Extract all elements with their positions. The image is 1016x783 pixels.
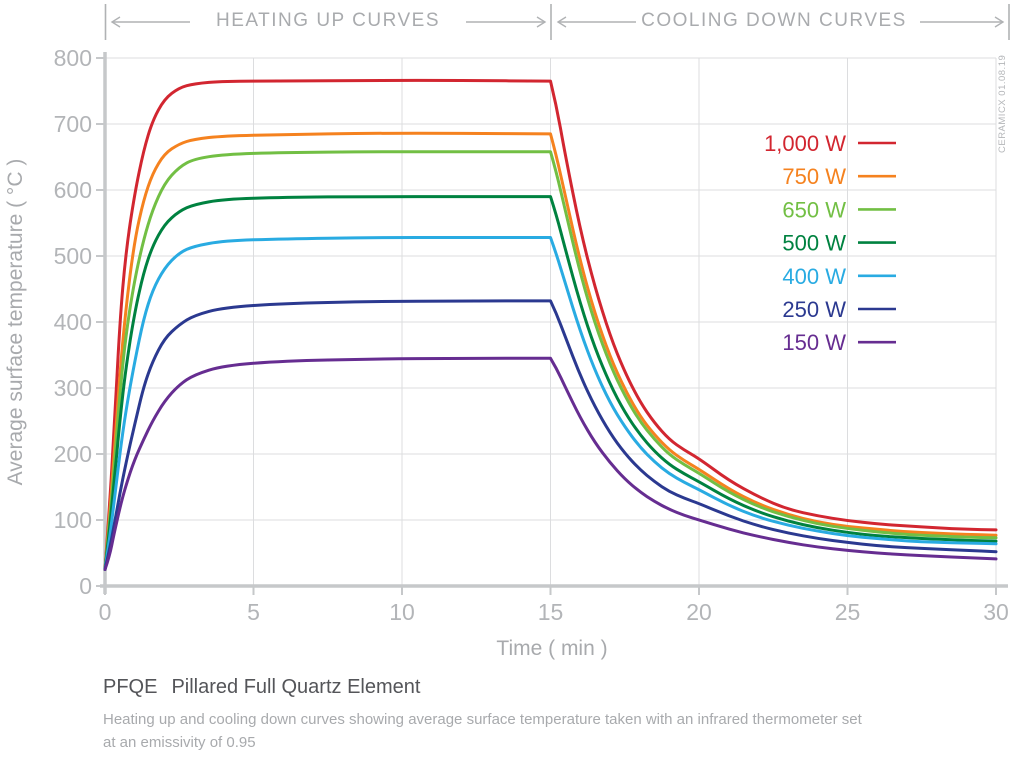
y-tick-label: 600 xyxy=(54,177,92,203)
legend-label-1000w: 1,000 W xyxy=(764,131,846,156)
y-axis-title: Average surface temperature ( °C ) xyxy=(4,158,27,486)
caption-subtitle: Heating up and cooling down curves showi… xyxy=(103,709,983,754)
x-tick-label: 0 xyxy=(99,599,112,625)
section-arrowhead xyxy=(556,16,567,28)
series-curve-400w xyxy=(103,235,998,571)
y-tick-label: 300 xyxy=(54,375,92,401)
y-tick-label: 700 xyxy=(54,111,92,137)
legend-label-750w: 750 W xyxy=(782,164,846,189)
y-tick-label: 800 xyxy=(54,45,92,71)
legend-label-150w: 150 W xyxy=(782,330,846,355)
product-name: Pillared Full Quartz Element xyxy=(171,676,421,698)
legend-label-400w: 400 W xyxy=(782,264,846,289)
x-axis-title: Time ( min ) xyxy=(496,637,608,660)
x-tick-label: 10 xyxy=(389,599,415,625)
series-curve-650w xyxy=(103,150,998,571)
legend-label-500w: 500 W xyxy=(782,231,846,256)
x-tick-label: 25 xyxy=(835,599,861,625)
legend-label-250w: 250 W xyxy=(782,297,846,322)
heating-section-label: HEATING UP CURVES xyxy=(216,10,440,31)
y-tick-label: 0 xyxy=(79,573,92,599)
section-arrowhead xyxy=(536,16,547,28)
y-tick-label: 100 xyxy=(54,507,92,533)
section-arrowhead xyxy=(994,16,1005,28)
y-tick-label: 500 xyxy=(54,243,92,269)
series-curve-150w xyxy=(103,356,998,571)
series-curve-500w xyxy=(103,195,998,571)
cooling-section-label: COOLING DOWN CURVES xyxy=(641,10,907,31)
legend-label-650w: 650 W xyxy=(782,197,846,222)
series-curve-250w xyxy=(103,299,998,571)
caption-subtitle-line: Heating up and cooling down curves showi… xyxy=(103,711,862,728)
y-tick-label: 400 xyxy=(54,309,92,335)
y-tick-label: 200 xyxy=(54,441,92,467)
watermark-text: CERAMICX 01.08.19 xyxy=(997,54,1008,153)
caption-title: PFQE Pillared Full Quartz Element xyxy=(103,676,983,699)
caption-subtitle-line: at an emissivity of 0.95 xyxy=(103,733,256,751)
x-tick-label: 15 xyxy=(538,599,564,625)
series-curve-1000w xyxy=(103,78,998,571)
caption-block: PFQE Pillared Full Quartz Element Heating… xyxy=(103,676,983,754)
product-code: PFQE xyxy=(103,676,158,698)
x-tick-label: 5 xyxy=(247,599,260,625)
x-tick-label: 20 xyxy=(686,599,712,625)
x-tick-label: 30 xyxy=(983,599,1009,625)
series-curve-750w xyxy=(103,131,998,571)
section-arrowhead xyxy=(110,16,121,28)
